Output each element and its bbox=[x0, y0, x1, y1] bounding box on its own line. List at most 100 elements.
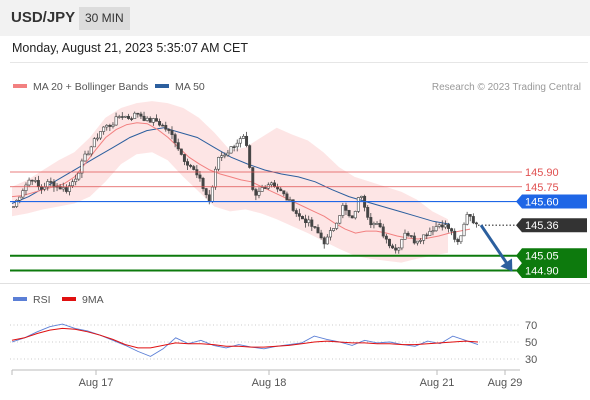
price-levels: 145.90 145.75 145.60 145.36 145.05 144.90 bbox=[10, 167, 587, 278]
rsi-legend-swatch bbox=[13, 297, 27, 301]
candle bbox=[251, 167, 255, 190]
rsi-plot: 30 50 70 bbox=[10, 320, 537, 366]
x-axis: Aug 17 Aug 18 Aug 21 Aug 29 bbox=[11, 369, 523, 389]
candle bbox=[154, 118, 158, 122]
candle bbox=[52, 181, 56, 188]
candle bbox=[105, 124, 109, 128]
ma20-legend-swatch bbox=[13, 84, 27, 88]
candle bbox=[459, 235, 463, 243]
candle bbox=[207, 194, 211, 202]
candle bbox=[164, 125, 168, 130]
candle bbox=[406, 232, 410, 236]
candle bbox=[282, 190, 286, 195]
candle bbox=[204, 188, 208, 196]
candle bbox=[263, 187, 267, 189]
candle bbox=[210, 186, 214, 202]
candle bbox=[123, 115, 127, 118]
candle bbox=[136, 112, 140, 115]
timeframe-button[interactable]: 30 MIN bbox=[79, 7, 130, 30]
rsi-legend-label: RSI bbox=[33, 294, 51, 306]
level-tag-145-36 bbox=[516, 218, 587, 233]
candle bbox=[238, 138, 242, 144]
instrument-title: USD/JPY bbox=[11, 9, 76, 26]
candle bbox=[189, 164, 193, 167]
candle bbox=[33, 180, 37, 182]
candle bbox=[465, 214, 469, 225]
candle bbox=[425, 234, 429, 237]
candle bbox=[279, 188, 283, 192]
x-tick-label: Aug 17 bbox=[79, 377, 114, 389]
x-tick-label: Aug 29 bbox=[488, 377, 523, 389]
forecast-arrow-shaft bbox=[479, 224, 511, 268]
candle bbox=[310, 219, 314, 227]
candle bbox=[114, 116, 118, 126]
candle bbox=[170, 130, 174, 135]
rsi-ma-line bbox=[11, 327, 479, 349]
candle bbox=[74, 178, 78, 183]
candle bbox=[316, 227, 320, 234]
candle bbox=[353, 211, 357, 219]
candle bbox=[99, 131, 103, 139]
candle bbox=[415, 240, 419, 244]
ma20-legend-label: MA 20 + Bollinger Bands bbox=[33, 81, 148, 93]
candle bbox=[241, 135, 245, 139]
candle bbox=[67, 185, 71, 192]
candle bbox=[400, 239, 404, 249]
candle bbox=[24, 184, 28, 191]
rsi-legend: RSI 9MA bbox=[13, 294, 104, 306]
candle bbox=[217, 157, 221, 170]
candle bbox=[304, 218, 308, 224]
candle bbox=[61, 187, 65, 190]
candle bbox=[297, 213, 301, 217]
candle bbox=[167, 128, 171, 131]
rsi-tick-70: 70 bbox=[525, 320, 537, 332]
level-label-145-36: 145.36 bbox=[525, 220, 559, 232]
candle bbox=[288, 199, 292, 202]
candle bbox=[120, 116, 124, 118]
candle bbox=[419, 240, 423, 242]
candle bbox=[229, 146, 233, 154]
candle bbox=[347, 210, 351, 217]
candle bbox=[223, 154, 227, 157]
candle bbox=[412, 235, 416, 244]
candle bbox=[173, 134, 177, 143]
level-tag-145-05 bbox=[516, 248, 587, 264]
candle bbox=[335, 222, 339, 229]
rsi-tick-30: 30 bbox=[525, 354, 537, 366]
candle bbox=[176, 142, 180, 150]
credit-text: Research © 2023 Trading Central bbox=[432, 82, 581, 93]
candle bbox=[226, 152, 230, 156]
ma50-legend-label: MA 50 bbox=[175, 81, 205, 93]
candle bbox=[372, 223, 376, 226]
candle bbox=[322, 237, 326, 245]
candle bbox=[356, 197, 360, 212]
candle bbox=[471, 216, 475, 224]
candle bbox=[257, 191, 261, 196]
candle bbox=[182, 154, 186, 162]
candle bbox=[294, 210, 298, 214]
bollinger-band bbox=[12, 101, 448, 263]
candle bbox=[92, 138, 96, 148]
candle bbox=[409, 235, 413, 237]
candle bbox=[80, 160, 84, 174]
candle bbox=[186, 161, 190, 166]
candle bbox=[130, 118, 134, 120]
candle bbox=[378, 223, 382, 228]
x-tick-label: Aug 21 bbox=[420, 377, 455, 389]
candle bbox=[71, 181, 75, 187]
candle bbox=[148, 117, 152, 123]
level-tag-145-60 bbox=[516, 194, 587, 209]
candle bbox=[30, 179, 34, 182]
candle bbox=[384, 235, 388, 240]
candle bbox=[273, 182, 276, 187]
candle bbox=[18, 196, 22, 201]
candle bbox=[142, 115, 146, 121]
candle bbox=[375, 223, 379, 225]
candle bbox=[151, 118, 155, 123]
candle bbox=[291, 199, 295, 211]
candle bbox=[350, 215, 354, 219]
main-plot bbox=[11, 101, 478, 263]
level-label-145-90: 145.90 bbox=[525, 167, 559, 179]
candle bbox=[220, 155, 224, 158]
